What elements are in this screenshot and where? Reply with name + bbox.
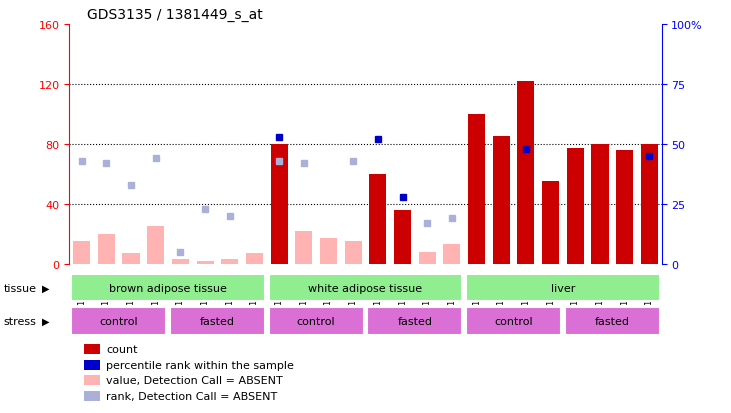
Text: GDS3135 / 1381449_s_at: GDS3135 / 1381449_s_at: [87, 8, 263, 22]
Text: liver: liver: [550, 283, 575, 293]
Bar: [493, 137, 510, 264]
Text: stress: stress: [4, 316, 37, 326]
Text: control: control: [99, 316, 138, 326]
Bar: [170, 307, 265, 335]
Bar: [443, 245, 461, 264]
Text: rank, Detection Call = ABSENT: rank, Detection Call = ABSENT: [106, 391, 277, 401]
Text: percentile rank within the sample: percentile rank within the sample: [106, 360, 294, 370]
Bar: [320, 239, 337, 264]
Text: white adipose tissue: white adipose tissue: [308, 283, 423, 293]
Bar: [72, 274, 265, 301]
Text: fasted: fasted: [200, 316, 235, 326]
Bar: [221, 260, 238, 264]
Bar: [640, 145, 658, 264]
Bar: [98, 235, 115, 264]
Bar: [246, 254, 263, 264]
Text: fasted: fasted: [398, 316, 432, 326]
Bar: [616, 150, 633, 264]
Bar: [591, 145, 608, 264]
Text: ▶: ▶: [42, 283, 50, 293]
Bar: [172, 260, 189, 264]
Bar: [123, 254, 140, 264]
Text: count: count: [106, 344, 137, 354]
Bar: [468, 114, 485, 264]
Bar: [466, 307, 561, 335]
Text: fasted: fasted: [595, 316, 629, 326]
Bar: [295, 231, 312, 264]
Bar: [466, 274, 659, 301]
Text: ▶: ▶: [42, 316, 50, 326]
Bar: [394, 211, 411, 264]
Text: brown adipose tissue: brown adipose tissue: [109, 283, 227, 293]
Text: control: control: [297, 316, 336, 326]
Bar: [344, 242, 362, 264]
Bar: [73, 242, 91, 264]
Bar: [269, 274, 462, 301]
Bar: [419, 252, 436, 264]
Text: control: control: [494, 316, 533, 326]
Bar: [147, 227, 164, 264]
Bar: [567, 149, 584, 264]
Bar: [269, 307, 363, 335]
Bar: [172, 261, 189, 264]
Bar: [72, 307, 166, 335]
Bar: [518, 82, 534, 264]
Bar: [565, 307, 659, 335]
Bar: [542, 182, 559, 264]
Bar: [69, 25, 662, 264]
Text: tissue: tissue: [4, 283, 37, 293]
Text: value, Detection Call = ABSENT: value, Detection Call = ABSENT: [106, 375, 283, 385]
Bar: [369, 174, 387, 264]
Bar: [368, 307, 462, 335]
Bar: [197, 261, 213, 264]
Bar: [270, 145, 288, 264]
